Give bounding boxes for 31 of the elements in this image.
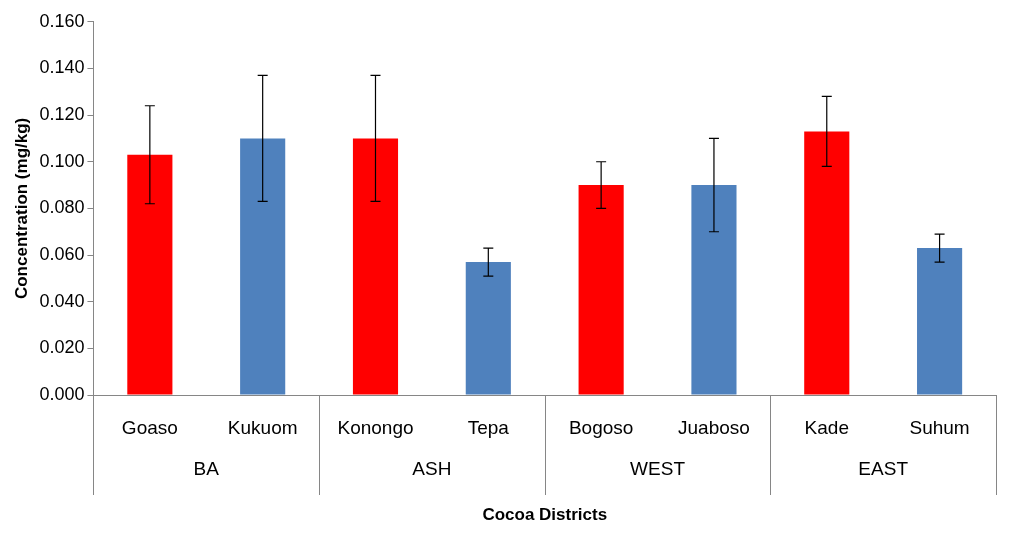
x-tick-label: Bogoso <box>568 416 634 438</box>
y-axis-title: Concentration (mg/kg) <box>11 117 31 300</box>
bar <box>127 154 173 395</box>
bar <box>352 138 399 395</box>
x-tick-label: Konongo <box>337 416 414 438</box>
bar <box>465 262 511 395</box>
text: BA <box>193 458 220 480</box>
y-tick-label: 0.020 <box>39 337 85 358</box>
y-tick-label: 0.100 <box>39 150 85 171</box>
y-tick-label: 0.120 <box>39 104 85 125</box>
bar <box>691 185 737 395</box>
y-tick-label: 0.000 <box>39 383 85 404</box>
x-tick-label: Kade <box>804 416 849 438</box>
x-tick-label: Tepa <box>467 416 510 438</box>
x-tick-label: Goaso <box>121 416 178 438</box>
bar <box>804 131 850 395</box>
text: WEST <box>630 458 686 480</box>
y-tick-label: 0.140 <box>39 57 85 78</box>
x-axis-title: Cocoa Districts <box>482 505 608 525</box>
y-tick-label: 0.060 <box>39 244 85 265</box>
x-tick-label: Kukuom <box>227 416 298 438</box>
x-tick-label: Suhum <box>909 416 970 438</box>
y-tick-label: 0.040 <box>39 290 85 311</box>
x-tick-label: Juaboso <box>678 416 750 438</box>
text: EAST <box>858 458 909 480</box>
y-tick-label: 0.160 <box>39 10 85 31</box>
bar <box>578 185 624 395</box>
text: ASH <box>412 458 452 480</box>
bar <box>240 138 286 395</box>
bar <box>917 248 963 395</box>
y-tick-label: 0.080 <box>39 197 85 218</box>
